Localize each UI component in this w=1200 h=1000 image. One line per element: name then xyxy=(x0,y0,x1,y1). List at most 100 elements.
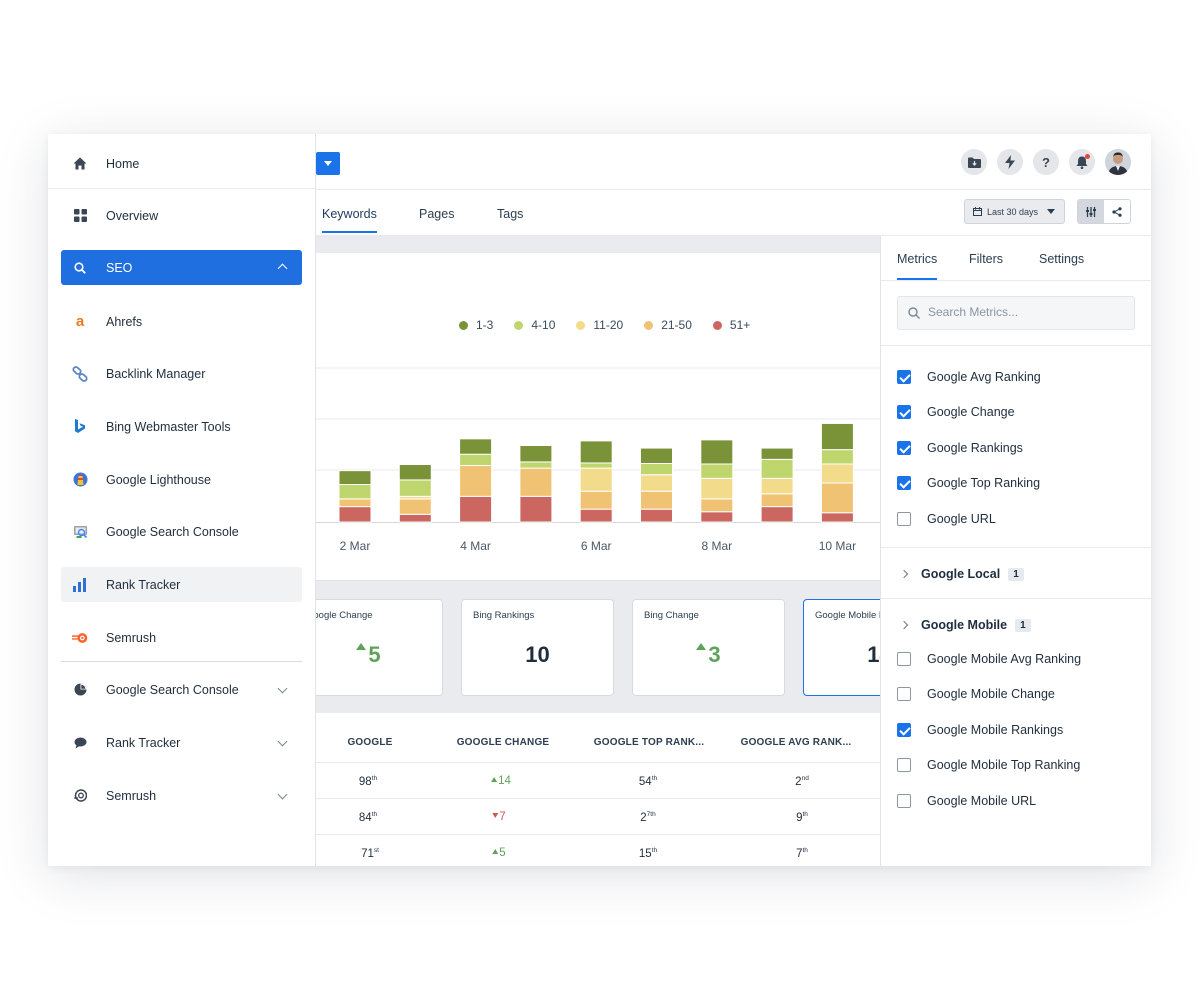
bar-segment[interactable] xyxy=(579,440,613,464)
bar-segment[interactable] xyxy=(398,479,432,497)
metric-card[interactable]: Bing Change 3 xyxy=(632,599,785,696)
bar-segment[interactable] xyxy=(459,465,493,497)
bar-segment[interactable] xyxy=(820,482,854,514)
sidebar-item-overview[interactable]: Overview xyxy=(61,198,302,233)
bar-segment[interactable] xyxy=(519,461,553,469)
sidebar-group-rank-tracker[interactable]: Rank Tracker xyxy=(61,725,302,760)
legend-item[interactable]: 21-50 xyxy=(644,318,692,332)
sidebar-item-rank-tracker[interactable]: Rank Tracker xyxy=(61,567,302,602)
sidebar-item-home[interactable]: Home xyxy=(61,146,302,181)
metric-checkbox-row[interactable]: Google Top Ranking xyxy=(897,476,1040,490)
metric-checkbox-row[interactable]: Google Mobile Change xyxy=(897,687,1055,701)
metric-group-google-mobile[interactable]: Google Mobile 1 xyxy=(899,618,1031,632)
help-icon[interactable]: ? xyxy=(1033,149,1059,175)
bar-segment[interactable] xyxy=(519,495,553,523)
sidebar-group-google-search-console[interactable]: Google Search Console xyxy=(61,672,302,707)
bar-segment[interactable] xyxy=(700,439,734,465)
checkbox[interactable] xyxy=(897,652,911,666)
bar-segment[interactable] xyxy=(459,453,493,467)
checkbox[interactable] xyxy=(897,758,911,772)
checkbox-checked[interactable] xyxy=(897,723,911,737)
bar-segment[interactable] xyxy=(398,464,432,481)
lightning-icon[interactable] xyxy=(997,149,1023,175)
table-row[interactable]: 98th 14 54th 2nd xyxy=(316,762,880,798)
metric-checkbox-row[interactable]: Google Mobile Avg Ranking xyxy=(897,652,1081,666)
bar-segment[interactable] xyxy=(640,508,673,523)
metric-card[interactable]: Google Change 5 xyxy=(294,599,443,696)
legend-item[interactable]: 51+ xyxy=(712,318,750,332)
sidebar-item-seo[interactable]: SEO xyxy=(61,250,302,285)
bar-segment[interactable] xyxy=(579,462,613,469)
bar-segment[interactable] xyxy=(459,495,493,523)
bar-segment[interactable] xyxy=(700,511,734,523)
account-dropdown-button[interactable] xyxy=(316,152,340,175)
sidebar-item-bing-webmaster-tools[interactable]: Bing Webmaster Tools xyxy=(61,409,302,444)
checkbox-checked[interactable] xyxy=(897,405,911,419)
sidebar-group-semrush[interactable]: Semrush xyxy=(61,778,302,813)
folder-icon[interactable] xyxy=(961,149,987,175)
bar-segment[interactable] xyxy=(519,445,553,463)
tab-metrics[interactable]: Metrics xyxy=(897,252,938,280)
bar-segment[interactable] xyxy=(700,463,734,479)
bar-segment[interactable] xyxy=(760,447,794,460)
checkbox-checked[interactable] xyxy=(897,441,911,455)
bar-segment[interactable] xyxy=(760,458,794,479)
bar-segment[interactable] xyxy=(338,484,372,500)
metric-checkbox-row[interactable]: Google Rankings xyxy=(897,441,1023,455)
bar-segment[interactable] xyxy=(579,508,613,523)
metric-checkbox-row[interactable]: Google Avg Ranking xyxy=(897,370,1041,384)
tab-filters[interactable]: Filters xyxy=(969,252,1004,266)
bar-segment[interactable] xyxy=(640,490,673,510)
checkbox-checked[interactable] xyxy=(897,370,911,384)
bar-segment[interactable] xyxy=(640,447,673,464)
column-header[interactable]: GOOGLE AVG RANK... xyxy=(740,737,852,748)
metric-checkbox-row[interactable]: Google Mobile URL xyxy=(897,794,1036,808)
sidebar-item-google-search-console[interactable]: Google Search Console xyxy=(61,514,302,549)
table-row[interactable]: 84th 7 27th 9th xyxy=(316,798,880,834)
bar-segment[interactable] xyxy=(820,449,854,465)
column-header[interactable]: GOOGLE xyxy=(347,737,393,748)
bar-segment[interactable] xyxy=(820,422,854,451)
legend-item[interactable]: 11-20 xyxy=(576,318,623,332)
metric-checkbox-row[interactable]: Google Mobile Top Ranking xyxy=(897,758,1080,772)
tab-settings[interactable]: Settings xyxy=(1039,252,1085,266)
search-input[interactable] xyxy=(928,305,1128,319)
bell-icon[interactable] xyxy=(1069,149,1095,175)
checkbox[interactable] xyxy=(897,794,911,808)
bar-segment[interactable] xyxy=(519,467,553,497)
tab-tags[interactable]: Tags xyxy=(497,207,524,221)
metric-checkbox-row[interactable]: Google Change xyxy=(897,405,1015,419)
bar-segment[interactable] xyxy=(700,477,734,500)
avatar[interactable] xyxy=(1105,149,1131,175)
sidebar-item-semrush[interactable]: Semrush xyxy=(61,620,302,655)
sidebar-item-backlink-manager[interactable]: Backlink Manager xyxy=(61,356,302,391)
bar-segment[interactable] xyxy=(398,498,432,515)
legend-item[interactable]: 1-3 xyxy=(459,318,493,332)
columns-icon[interactable] xyxy=(1078,200,1104,223)
column-header[interactable]: GOOGLE TOP RANK... xyxy=(593,737,705,748)
bar-segment[interactable] xyxy=(820,463,854,484)
bar-segment[interactable] xyxy=(338,498,372,508)
bar-segment[interactable] xyxy=(398,513,432,523)
tab-pages[interactable]: Pages xyxy=(419,207,455,221)
bar-segment[interactable] xyxy=(640,474,673,492)
table-row[interactable]: 71st 5 15th 7th xyxy=(316,834,880,866)
date-range-picker[interactable]: Last 30 days xyxy=(964,199,1065,224)
sidebar-item-google-lighthouse[interactable]: Google Lighthouse xyxy=(61,462,302,497)
metric-checkbox-row[interactable]: Google URL xyxy=(897,512,996,526)
bar-segment[interactable] xyxy=(579,490,613,510)
checkbox-checked[interactable] xyxy=(897,476,911,490)
legend-item[interactable]: 4-10 xyxy=(514,318,555,332)
metric-group-google-local[interactable]: Google Local 1 xyxy=(899,567,1024,581)
bar-segment[interactable] xyxy=(760,506,794,523)
bar-segment[interactable] xyxy=(640,462,673,476)
bar-segment[interactable] xyxy=(820,512,854,523)
bar-segment[interactable] xyxy=(760,477,794,495)
bar-segment[interactable] xyxy=(338,506,372,523)
share-icon[interactable] xyxy=(1104,200,1130,223)
bar-segment[interactable] xyxy=(760,493,794,508)
column-header[interactable]: GOOGLE CHANGE xyxy=(456,737,550,748)
bar-segment[interactable] xyxy=(700,498,734,513)
bar-segment[interactable] xyxy=(338,470,372,486)
bar-segment[interactable] xyxy=(579,467,613,492)
